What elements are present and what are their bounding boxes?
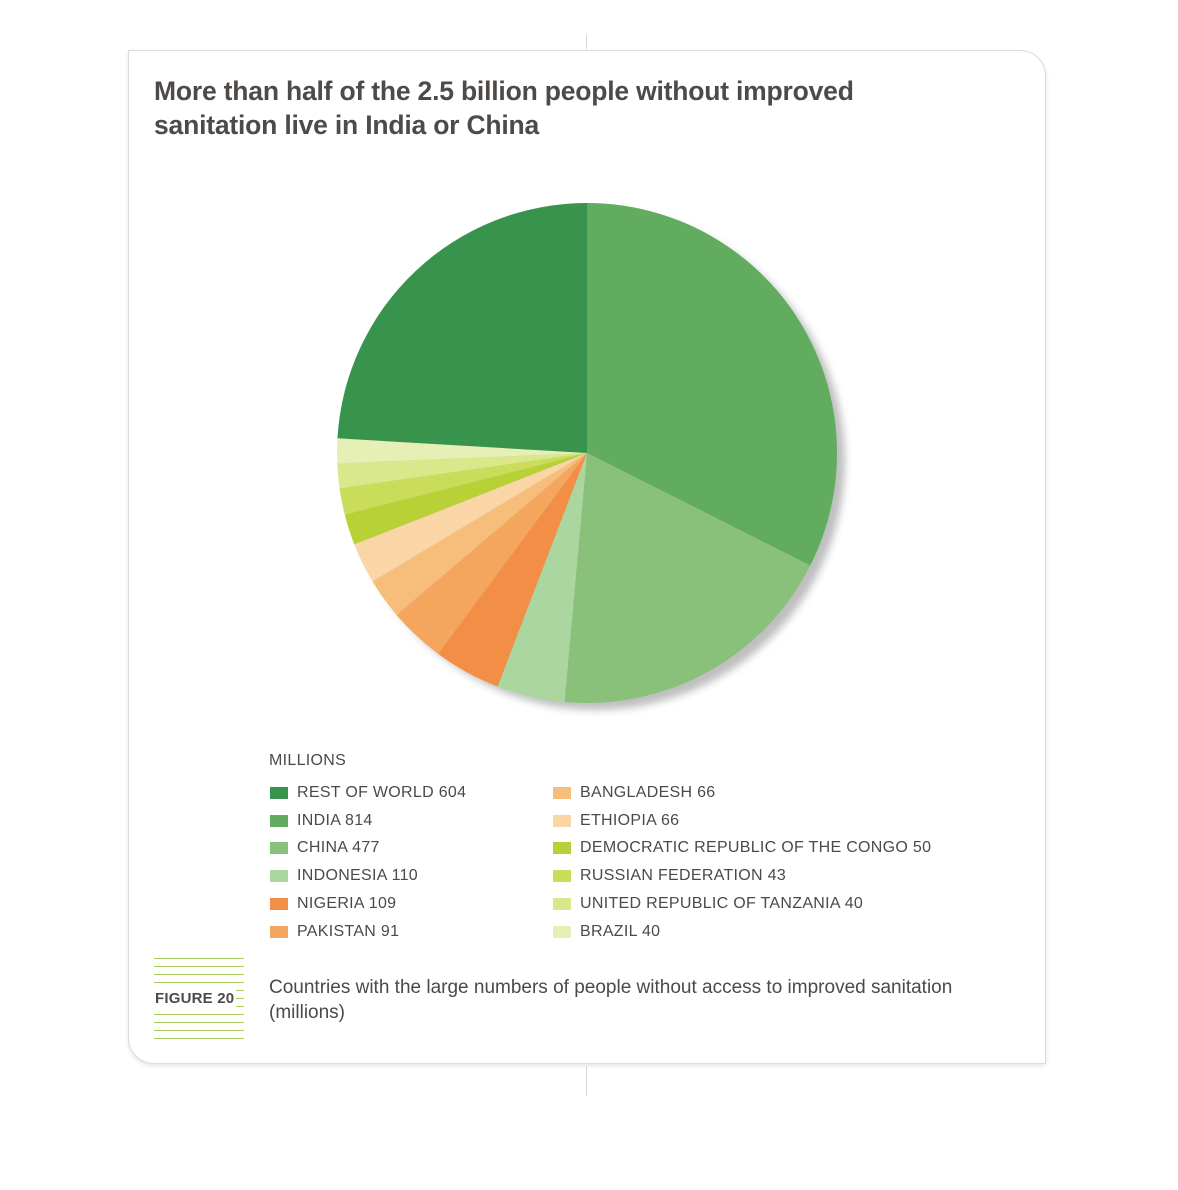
legend-swatch: [553, 925, 571, 938]
legend-item: CHINA 477: [270, 835, 466, 863]
chart-title: More than half of the 2.5 billion people…: [154, 76, 854, 140]
legend-label: INDIA 814: [297, 811, 373, 829]
legend-item: INDONESIA 110: [270, 862, 466, 890]
crop-guide-bottom: [586, 1066, 587, 1096]
legend-item: DEMOCRATIC REPUBLIC OF THE CONGO 50: [553, 835, 931, 863]
legend-column-2: BANGLADESH 66 ETHIOPIA 66 DEMOCRATIC REPUB…: [553, 779, 931, 946]
legend-label: ETHIOPIA 66: [580, 811, 680, 829]
legend-label: DEMOCRATIC REPUBLIC OF THE CONGO 50: [580, 839, 932, 857]
legend-swatch: [270, 786, 288, 799]
legend-label: UNITED REPUBLIC OF TANZANIA 40: [580, 895, 864, 913]
legend-label: PAKISTAN 91: [297, 922, 400, 940]
pie-slice-rest-of-world: [337, 203, 587, 453]
pie-slice-brazil: [336, 438, 587, 464]
pie-slices: [336, 203, 838, 704]
legend-swatch: [553, 814, 571, 827]
legend-swatch: [553, 870, 571, 883]
legend-item: BRAZIL 40: [553, 918, 931, 946]
legend-swatch: [270, 925, 288, 938]
pie-slice-indonesia: [497, 453, 587, 702]
legend-column-1: REST OF WORLD 604 INDIA 814 CHINA 477 INDON…: [270, 779, 466, 946]
pie-slice-nigeria: [438, 453, 587, 687]
legend-label: INDONESIA 110: [297, 867, 418, 885]
legend-item: INDIA 814: [270, 807, 466, 835]
legend-swatch: [270, 814, 288, 827]
pie-slice-ethiopia: [354, 453, 587, 582]
legend-label: BRAZIL 40: [580, 922, 661, 940]
legend-label: RUSSIAN FEDERATION 43: [580, 867, 787, 885]
legend-item: REST OF WORLD 604: [270, 779, 466, 807]
legend-swatch: [270, 898, 288, 911]
pie-slice-russian-federation: [339, 453, 587, 515]
legend-swatch: [553, 898, 571, 911]
pie-slice-china: [564, 453, 811, 704]
figure-number: FIGURE 20: [154, 990, 237, 1007]
legend-label: BANGLADESH 66: [580, 783, 716, 801]
pie-slice-bangladesh: [372, 453, 587, 615]
legend-item: NIGERIA 109: [270, 890, 466, 918]
legend-swatch: [553, 842, 571, 855]
legend-item: RUSSIAN FEDERATION 43: [553, 862, 931, 890]
legend-item: UNITED REPUBLIC OF TANZANIA 40: [553, 890, 931, 918]
pie-slice-democratic-republic-of-the-congo: [344, 453, 587, 545]
pie-slice-pakistan: [396, 453, 587, 654]
legend-item: BANGLADESH 66: [553, 779, 931, 807]
legend-swatch: [270, 870, 288, 883]
figure-caption: Countries with the large numbers of peop…: [269, 977, 953, 1023]
legend-label: CHINA 477: [297, 839, 380, 857]
legend-item: PAKISTAN 91: [270, 918, 466, 946]
pie-slice-india: [587, 203, 838, 566]
units-label: MILLIONS: [269, 752, 347, 769]
legend-label: REST OF WORLD 604: [297, 783, 467, 801]
pie-slice-united-republic-of-tanzania: [337, 453, 587, 489]
legend-swatch: [270, 842, 288, 855]
legend-label: NIGERIA 109: [297, 895, 397, 913]
crop-guide-top: [586, 35, 587, 49]
legend-swatch: [553, 786, 571, 799]
legend-item: ETHIOPIA 66: [553, 807, 931, 835]
pie-chart: [336, 203, 845, 710]
